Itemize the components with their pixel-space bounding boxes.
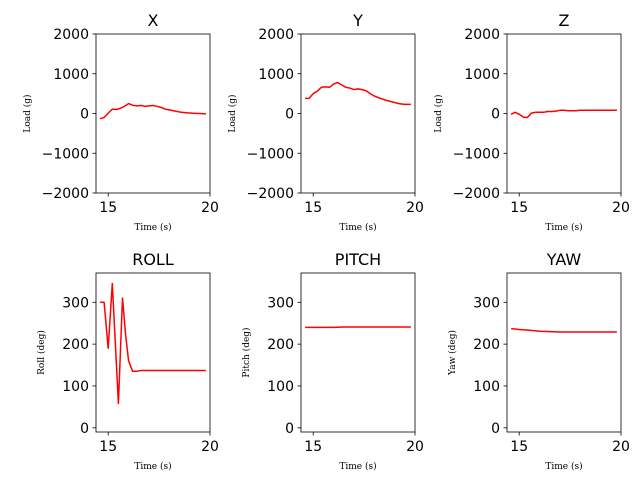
series-line-yaw [511,327,617,333]
y-tick-label: 200 [267,337,294,353]
y-tick-label: −1000 [42,146,89,162]
y-tick-label: 300 [473,295,500,311]
subplot-y: −2000 −1000 0 1000 2000 15 20 Y Time (s) Load (g) [227,11,424,233]
y-axis-label: Roll (deg) [36,330,47,375]
subplot-z: −2000 −1000 0 1000 2000 15 20 Z Time (s) Load (g) [433,11,630,233]
x-axis-label: Time (s) [545,222,582,233]
subplot-pitch: 0 100 200 300 15 20 PITCH Time (s) Pitch (deg) [241,250,424,472]
y-tick-label: 300 [267,295,294,311]
subplot-title-yaw: YAW [546,250,582,269]
y-axis-label: Load (g) [227,94,238,132]
y-axis-label: Load (g) [22,94,33,132]
y-tick-label: 2000 [53,27,89,43]
y-axis-label: Pitch (deg) [241,327,252,377]
x-tick-label: 15 [510,439,528,455]
axes-frame-yaw [506,272,622,433]
subplot-x: −2000 −1000 0 1000 2000 15 20 X Time (s) Load (g) [22,11,219,233]
axes-frame-pitch [300,272,416,433]
x-tick-label: 15 [304,200,322,216]
y-tick-label: −1000 [453,146,500,162]
y-tick-label: 200 [62,337,89,353]
y-tick-label: −2000 [247,186,294,202]
subplot-title-y: Y [352,11,363,30]
series-line-x [99,102,206,120]
x-tick-label: 20 [201,439,219,455]
y-tick-label: 100 [473,379,500,395]
y-tick-label: 2000 [464,27,500,43]
y-tick-label: 1000 [464,67,500,83]
x-tick-label: 20 [406,439,424,455]
x-tick-label: 15 [510,200,528,216]
y-tick-label: 300 [62,295,89,311]
series-line-y [305,81,411,106]
x-tick-label: 20 [612,200,630,216]
subplot-yaw: 0 100 200 300 15 20 YAW Time (s) Yaw (deg) [447,250,630,472]
y-tick-label: 0 [491,107,500,123]
axes-frame-roll [95,272,211,433]
subplot-title-pitch: PITCH [335,250,381,269]
subplot-roll: 0 100 200 300 15 20 ROLL Time (s) Roll (deg) [36,250,219,472]
y-tick-label: 200 [473,337,500,353]
x-tick-label: 15 [99,200,117,216]
y-tick-label: 1000 [53,67,89,83]
series-line-z [510,109,617,119]
axes-frame-y [300,33,416,194]
x-tick-label: 20 [406,200,424,216]
y-tick-label: 0 [491,421,500,437]
subplot-title-z: Z [559,11,570,30]
x-axis-label: Time (s) [134,222,171,233]
y-tick-label: −2000 [453,186,500,202]
y-axis-label: Yaw (deg) [447,330,458,376]
y-tick-label: 0 [285,107,294,123]
y-tick-label: 0 [80,421,89,437]
y-tick-label: 100 [267,379,294,395]
y-tick-label: 1000 [258,67,294,83]
x-tick-label: 15 [304,439,322,455]
x-tick-label: 20 [612,439,630,455]
subplot-title-roll: ROLL [132,250,174,269]
x-tick-label: 20 [201,200,219,216]
axes-frame-z [506,33,622,194]
subplot-title-x: X [148,11,159,30]
y-tick-label: −2000 [42,186,89,202]
x-axis-label: Time (s) [339,461,376,472]
y-tick-label: 2000 [258,27,294,43]
y-tick-label: 0 [80,107,89,123]
y-tick-label: 0 [285,421,294,437]
y-tick-label: −1000 [247,146,294,162]
x-axis-label: Time (s) [339,222,376,233]
x-axis-label: Time (s) [134,461,171,472]
series-line-roll [100,282,206,405]
x-tick-label: 15 [99,439,117,455]
y-axis-label: Load (g) [433,94,444,132]
y-tick-label: 100 [62,379,89,395]
x-axis-label: Time (s) [545,461,582,472]
